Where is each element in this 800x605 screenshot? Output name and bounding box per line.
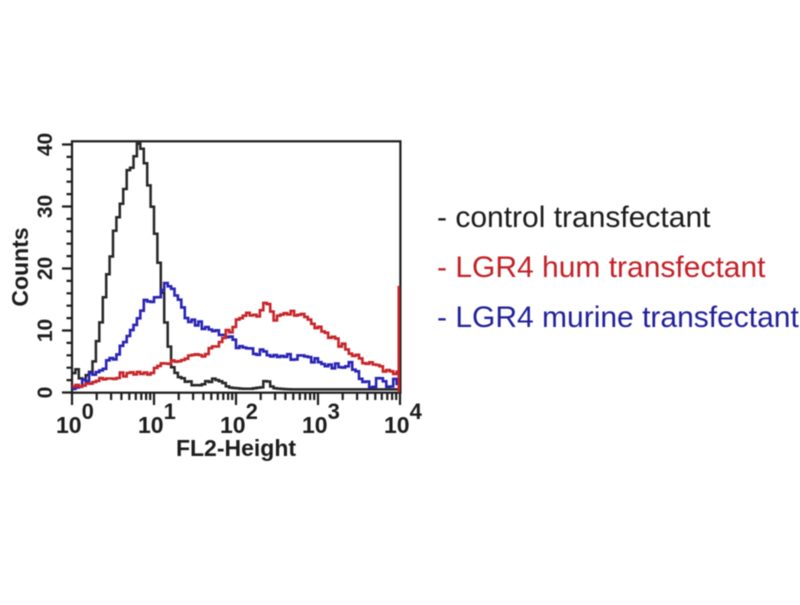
svg-text:- control transfectant: - control transfectant xyxy=(437,201,711,234)
svg-text:FL2-Height: FL2-Height xyxy=(176,435,296,461)
svg-text:0: 0 xyxy=(34,387,57,399)
svg-text:Counts: Counts xyxy=(7,227,33,306)
svg-text:40: 40 xyxy=(34,133,57,156)
svg-text:30: 30 xyxy=(34,195,57,218)
svg-text:20: 20 xyxy=(34,257,57,280)
svg-text:- LGR4 hum transfectant: - LGR4 hum transfectant xyxy=(437,251,766,284)
svg-text:10: 10 xyxy=(34,319,57,342)
svg-text:- LGR4 murine transfectant: - LGR4 murine transfectant xyxy=(437,301,799,334)
